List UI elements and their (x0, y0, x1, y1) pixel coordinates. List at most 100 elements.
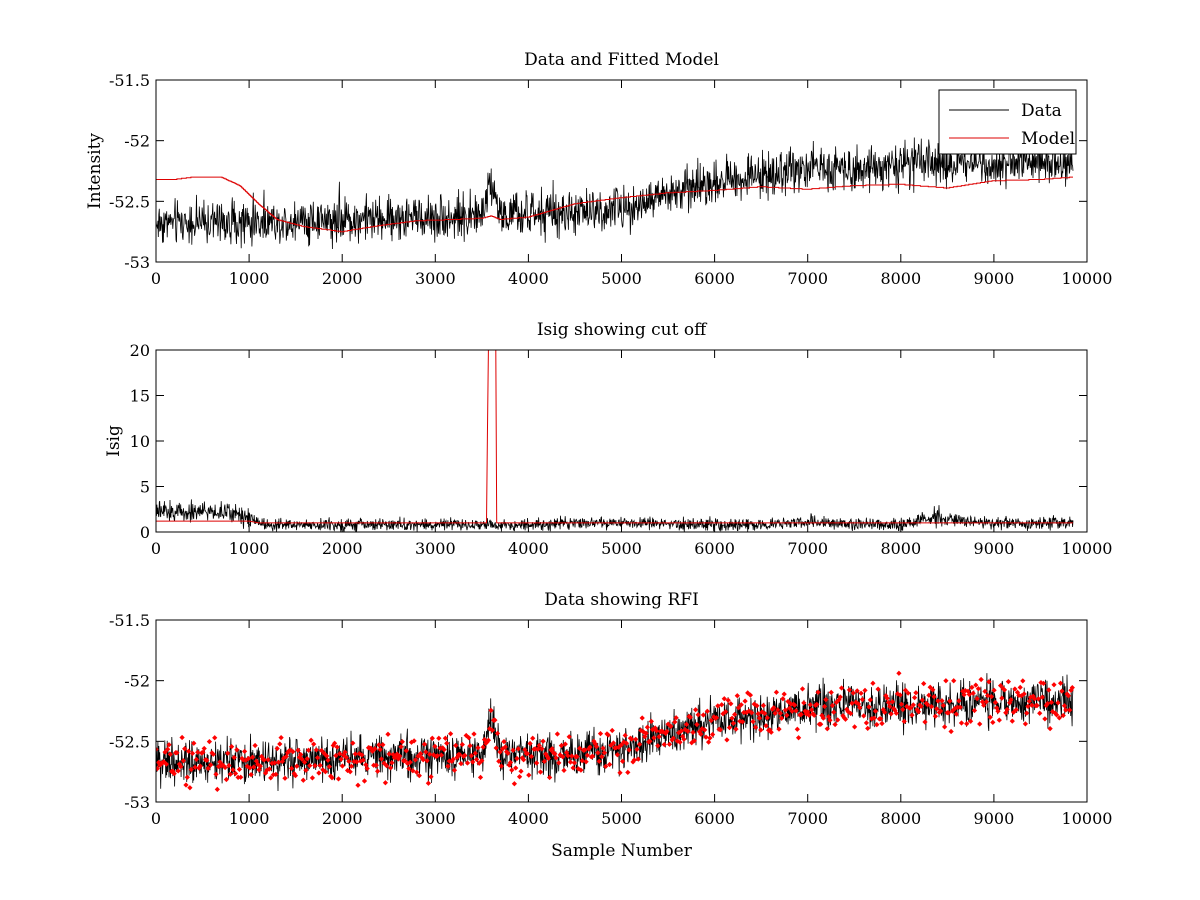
data-marker (496, 758, 502, 764)
data-marker (470, 759, 476, 765)
data-marker (374, 768, 381, 774)
data-marker (510, 747, 516, 753)
data-marker (842, 716, 849, 722)
data-marker (522, 747, 528, 753)
data-marker (806, 712, 812, 718)
data-marker (364, 765, 370, 772)
data-marker (694, 721, 700, 728)
data-marker (821, 703, 828, 710)
data-marker (290, 748, 296, 755)
data-marker (1030, 693, 1036, 699)
chart-panel-3: 0 1000 2000 3000 4000 5000 6000 7000 8000 9000 100… (109, 590, 1112, 861)
data-marker (913, 690, 919, 696)
data-marker (910, 702, 916, 708)
data-marker (947, 698, 953, 704)
data-marker (672, 719, 678, 725)
data-marker (827, 717, 833, 723)
data-marker (526, 772, 532, 778)
data-marker (679, 733, 686, 740)
data-marker (623, 740, 630, 746)
data-marker (875, 686, 881, 692)
data-marker (785, 698, 791, 705)
data-marker (945, 710, 952, 716)
chart-panel-2: 0 1000 2000 3000 4000 5000 6000 7000 8000 9000 100… (104, 320, 1112, 558)
data-marker (990, 719, 996, 726)
data-marker (983, 699, 989, 705)
data-marker (1056, 715, 1062, 721)
data-marker (530, 735, 536, 741)
y-tick-label: 10 (130, 432, 150, 451)
data-marker (1047, 725, 1053, 732)
data-marker (752, 724, 759, 730)
data-marker (417, 750, 424, 757)
data-marker (252, 742, 258, 749)
data-marker (591, 738, 597, 744)
data-marker (363, 762, 369, 768)
data-marker (265, 757, 271, 763)
data-marker (1061, 703, 1068, 709)
data-marker (311, 741, 317, 747)
data-marker (488, 707, 494, 714)
data-marker (781, 691, 787, 697)
data-marker (625, 769, 631, 776)
data-marker (477, 774, 484, 781)
data-marker (163, 761, 170, 767)
data-marker (683, 721, 690, 728)
data-marker (978, 676, 984, 683)
data-marker (180, 758, 187, 764)
data-marker (704, 708, 710, 714)
data-marker (599, 753, 605, 760)
plot-area (156, 670, 1075, 793)
data-marker (605, 732, 611, 738)
data-marker (608, 742, 614, 748)
data-marker (536, 742, 542, 749)
data-marker (722, 709, 729, 715)
data-marker (1059, 688, 1065, 694)
data-marker (1008, 697, 1014, 703)
data-marker (338, 756, 344, 762)
x-tick-label: 1000 (229, 539, 270, 558)
data-marker (887, 703, 893, 710)
data-marker (178, 763, 184, 770)
data-marker (545, 755, 551, 762)
data-marker (213, 771, 219, 777)
data-marker (1039, 694, 1045, 700)
data-marker (425, 780, 432, 786)
y-tick-label: -52.5 (109, 732, 150, 751)
data-marker (1025, 703, 1031, 710)
data-marker (459, 741, 465, 748)
data-marker (1042, 716, 1048, 722)
data-marker (355, 782, 361, 788)
x-tick-label: 10000 (1062, 269, 1113, 288)
data-marker (801, 700, 807, 706)
data-marker (837, 694, 843, 700)
data-marker (257, 763, 263, 769)
data-marker (241, 748, 248, 755)
data-marker (691, 738, 697, 744)
data-marker (1021, 691, 1027, 697)
data-marker (597, 730, 604, 737)
data-marker (636, 741, 643, 748)
data-marker (200, 749, 206, 756)
data-marker (835, 717, 841, 723)
data-marker (681, 736, 687, 742)
data-marker (204, 757, 210, 763)
data-marker (717, 727, 724, 733)
data-marker (987, 714, 993, 720)
data-marker (549, 746, 555, 752)
data-marker (206, 738, 213, 745)
data-marker (977, 721, 983, 727)
data-marker (184, 774, 190, 780)
data-marker (695, 712, 701, 718)
data-marker (334, 744, 340, 750)
data-marker (974, 695, 980, 702)
data-marker (1065, 693, 1072, 699)
data-marker (567, 759, 574, 765)
data-marker (442, 735, 449, 741)
data-marker (505, 750, 511, 756)
data-marker (407, 759, 413, 765)
x-tick-label: 6000 (694, 269, 735, 288)
data-marker (576, 745, 583, 752)
data-marker (642, 733, 648, 740)
data-marker (324, 753, 330, 759)
